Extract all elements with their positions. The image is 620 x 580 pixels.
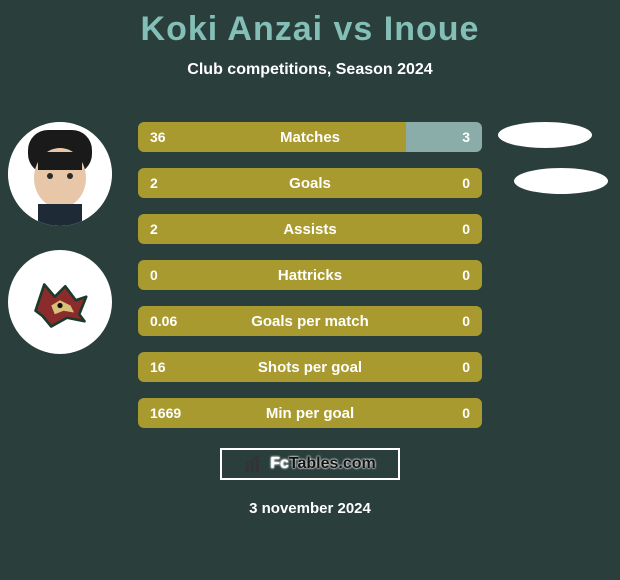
date-label: 3 november 2024	[0, 500, 620, 517]
stat-row: Matches363	[138, 122, 482, 152]
bar-segment	[138, 214, 482, 244]
bar-segment	[138, 168, 482, 198]
subtitle: Club competitions, Season 2024	[0, 61, 620, 79]
ellipse-icon	[514, 168, 608, 194]
skew-indicator-1	[498, 122, 608, 152]
stat-row: Assists20	[138, 214, 482, 244]
player-2-avatar	[8, 250, 112, 354]
stat-row: Min per goal16690	[138, 398, 482, 428]
bar-segment-right	[406, 122, 482, 152]
player-1-avatar	[8, 122, 112, 226]
face-icon	[8, 122, 112, 226]
bar-segment	[138, 306, 482, 336]
stat-value-right: 0	[462, 168, 470, 198]
stat-row: Goals20	[138, 168, 482, 198]
stat-value-right: 0	[462, 398, 470, 428]
stat-value-right: 3	[462, 122, 470, 152]
stat-row: Shots per goal160	[138, 352, 482, 382]
stat-row: Hattricks00	[138, 260, 482, 290]
stat-value-right: 0	[462, 352, 470, 382]
stat-value-left: 36	[150, 122, 166, 152]
stat-value-left: 0	[150, 260, 158, 290]
stat-row: Goals per match0.060	[138, 306, 482, 336]
coyote-icon	[25, 267, 95, 337]
stat-value-left: 2	[150, 214, 158, 244]
stat-value-left: 0.06	[150, 306, 177, 336]
brand-logo[interactable]: FcTables.com	[220, 448, 400, 480]
skew-indicator-2	[498, 168, 608, 198]
bar-segment-left	[138, 122, 406, 152]
comparison-bars: Matches363Goals20Assists20Hattricks00Goa…	[138, 122, 482, 444]
ellipse-icon	[498, 122, 592, 148]
page-title: Koki Anzai vs Inoue	[0, 0, 620, 49]
stat-value-left: 2	[150, 168, 158, 198]
stat-value-right: 0	[462, 306, 470, 336]
bar-segment	[138, 398, 482, 428]
stat-value-left: 1669	[150, 398, 181, 428]
stat-value-right: 0	[462, 260, 470, 290]
brand-text: FcTables.com	[270, 455, 376, 473]
bar-segment	[138, 260, 482, 290]
stat-value-right: 0	[462, 214, 470, 244]
avatar-column	[8, 122, 112, 378]
bar-segment	[138, 352, 482, 382]
stat-value-left: 16	[150, 352, 166, 382]
chart-icon	[244, 454, 264, 474]
